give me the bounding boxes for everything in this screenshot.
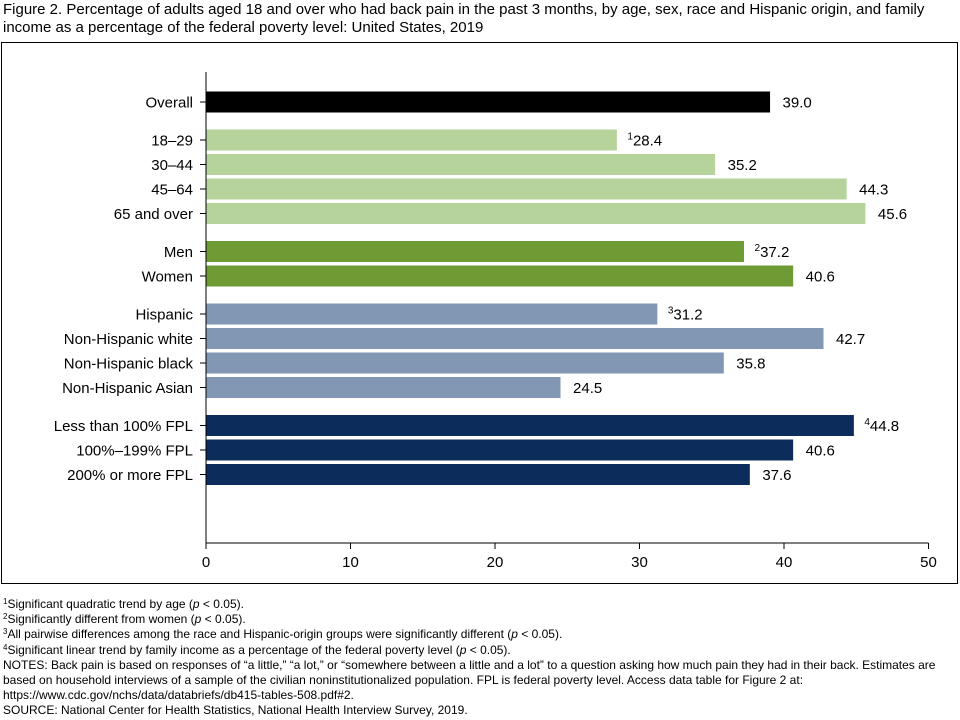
bar [206,154,716,175]
source-text: SOURCE: National Center for Health Stati… [3,703,468,718]
footnote-1: 1Significant quadratic trend by age (p <… [3,597,244,611]
notes-text: NOTES: Back pain is based on responses o… [3,657,936,703]
category-label: Non-Hispanic black [64,356,194,373]
bar [206,303,658,325]
bar [206,203,866,224]
x-axis-label: Percent [540,582,596,583]
data-label: 37.6 [762,467,791,484]
bar-chart: 0 10 20 30 40 50 Percent Overall 39.0 18–29 128.4 3… [54,72,937,583]
bar [206,328,824,349]
data-label: 45.6 [878,206,907,223]
data-label: 39.0 [783,95,812,112]
category-label: 65 and over [114,206,193,223]
footnote-2: 2Significantly different from women (p <… [3,612,246,627]
data-label: 237.2 [755,243,790,261]
category-label: Men [164,244,193,261]
category-label: Non-Hispanic Asian [62,380,193,397]
x-tick-label: 20 [487,554,504,571]
bar [206,352,724,374]
chart-title: Figure 2. Percentage of adults aged 18 a… [3,1,925,36]
data-label: 35.8 [736,356,765,373]
category-label: 200% or more FPL [67,467,193,484]
data-label: 40.6 [806,443,835,460]
category-label: Overall [145,95,193,112]
bar [206,439,794,461]
data-label: 44.3 [859,182,888,199]
footnote-3: 3All pairwise differences among the race… [3,627,563,642]
bar [206,91,771,113]
x-tick-label: 40 [776,554,793,571]
bar [206,241,745,262]
bar [206,265,794,287]
x-tick-label: 10 [342,554,359,571]
bar [206,377,561,398]
category-label: 100%–199% FPL [76,443,193,460]
data-label: 128.4 [627,132,662,150]
category-label: 18–29 [151,133,193,150]
category-label: 45–64 [151,182,193,199]
bar [206,464,750,485]
data-label: 35.2 [728,157,757,174]
data-label: 40.6 [806,269,835,286]
category-label: Less than 100% FPL [54,418,193,435]
x-tick-label: 30 [631,554,648,571]
x-tick-label: 0 [202,554,210,571]
bar [206,129,617,151]
category-label: Non-Hispanic white [64,331,193,348]
category-label: Women [142,269,193,286]
data-label: 24.5 [573,380,602,397]
data-label: 444.8 [864,417,899,435]
bar [206,415,854,436]
footnotes: 1Significant quadratic trend by age (p <… [3,597,958,719]
x-tick-label: 50 [920,554,937,571]
data-label: 42.7 [836,331,865,348]
category-label: 30–44 [151,157,193,174]
footnote-4: 4Significant linear trend by family inco… [3,642,511,657]
category-label: Hispanic [135,307,193,324]
bar [206,178,847,200]
data-label: 331.2 [668,306,703,324]
chart-frame: 0 10 20 30 40 50 Percent Overall 39.0 18–29 128.4 3… [1,42,958,584]
